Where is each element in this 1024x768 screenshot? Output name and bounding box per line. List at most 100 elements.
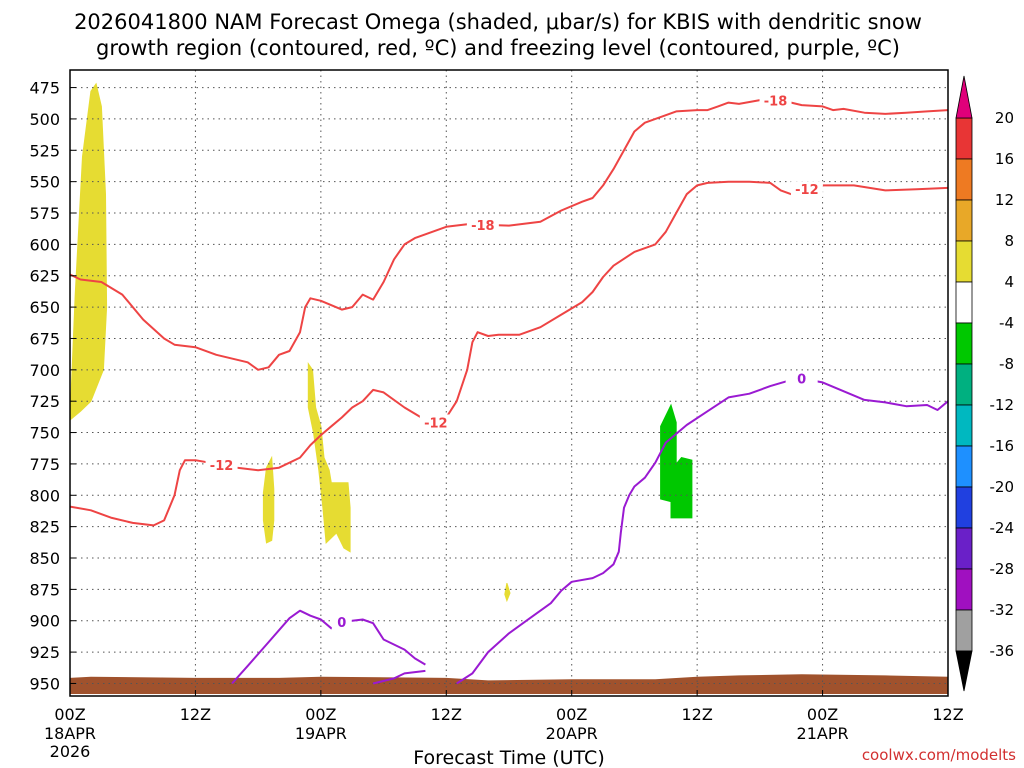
terrain-fill (69, 674, 949, 694)
colorbar-bin-2 (955, 199, 973, 242)
y-tick-label-750: 750 (29, 424, 60, 443)
x-tick-label-48: 00Z (556, 705, 587, 724)
colorbar-label-5: -4 (999, 314, 1014, 332)
shade-omega-plus-4-small (504, 582, 511, 603)
y-tick-label-550: 550 (29, 173, 60, 192)
colorbar-label-3: 8 (1004, 232, 1014, 250)
colorbar-bin-8 (955, 445, 973, 488)
colorbar: 20 16 12 8 4 -4 -8 -12 -16 -20 -24 -28 -32 -36 (955, 75, 1015, 692)
colorbar-under-triangle (955, 650, 973, 692)
y-tick-label-775: 775 (29, 455, 60, 474)
contour-label-bg-m12b (790, 181, 823, 198)
y-tick-label-850: 850 (29, 549, 60, 568)
colorbar-label-1: 16 (995, 150, 1014, 168)
title-line-1: 2026041800 NAM Forecast Omega (shaded, μ… (74, 10, 922, 34)
contour-label-bg-0 (466, 216, 499, 233)
y-tick-label-475: 475 (29, 79, 60, 98)
contour-freezing-level-4 (456, 377, 949, 685)
colorbar-bin-3 (955, 240, 973, 283)
y-tick-label-925: 925 (29, 643, 60, 662)
colorbar-label-8: -16 (990, 437, 1015, 455)
contour-dendritic-snow-growth-0 (69, 99, 949, 371)
y-tick-label-875: 875 (29, 580, 60, 599)
omega-shading (69, 82, 693, 603)
y-tick-label-525: 525 (29, 141, 60, 160)
contour-label-bg-1 (419, 414, 452, 431)
colorbar-bin-5 (955, 322, 973, 365)
shade-omega-plus-4-b (307, 361, 351, 553)
contour-freezing-level-3 (372, 669, 426, 685)
colorbar-bin-9 (955, 486, 973, 529)
contour-label-1: -12 (424, 417, 448, 432)
y-tick-label-725: 725 (29, 392, 60, 411)
contour-labels: -18 -12 0 -12 -12 -18 0 (205, 92, 823, 631)
x-tick-label-36: 12Z (431, 705, 462, 724)
x-tick-date-72: 21APR (797, 724, 849, 743)
credit-text: coolwx.com/modelts (862, 746, 1016, 764)
colorbar-label-2: 12 (995, 191, 1014, 209)
y-tick-label-900: 900 (29, 612, 60, 631)
x-tick-date-48: 20APR (546, 724, 598, 743)
colorbar-over-triangle (955, 75, 973, 119)
colorbar-label-4: 4 (1004, 273, 1014, 291)
contour-label-bg-0a (331, 613, 352, 630)
x-tick-label-24: 00Z (305, 705, 336, 724)
x-tick-date-24: 19APR (295, 724, 347, 743)
x-tick-label-60: 12Z (681, 705, 712, 724)
colorbar-bin-10 (955, 527, 973, 570)
y-tick-label-575: 575 (29, 204, 60, 223)
x-tick-label-0: 00Z (54, 705, 85, 724)
y-tick-label-800: 800 (29, 486, 60, 505)
colorbar-label-11: -28 (990, 560, 1015, 578)
y-axis: 475 500 525 550 575 600 625 650 675 700 725 750 775 8… (29, 79, 76, 693)
contour-freezing-level-2 (231, 609, 426, 685)
contour-dendritic-snow-growth-1 (69, 180, 949, 527)
contour-label-m18b: -18 (764, 95, 788, 110)
y-tick-label-625: 625 (29, 267, 60, 286)
colorbar-bin-7 (955, 404, 973, 447)
x-tick-year-0: 2026 (50, 742, 91, 761)
colorbar-label-7: -12 (990, 396, 1015, 414)
contour-label-bg-m12a (205, 456, 238, 473)
colorbar-bin-6 (955, 363, 973, 406)
shade-omega-minus-4 (660, 403, 693, 519)
colorbar-bin-11 (955, 568, 973, 611)
colorbar-label-12: -32 (990, 601, 1015, 619)
colorbar-bin-0 (955, 117, 973, 160)
x-axis-title: Forecast Time (UTC) (413, 747, 604, 768)
shade-omega-plus-4-a (262, 455, 275, 544)
colorbar-label-6: -8 (999, 355, 1014, 373)
y-tick-label-600: 600 (29, 235, 60, 254)
x-tick-label-72: 00Z (807, 705, 838, 724)
grid-lines (70, 70, 948, 696)
y-tick-label-950: 950 (29, 674, 60, 693)
y-tick-label-825: 825 (29, 518, 60, 537)
colorbar-bin-1 (955, 158, 973, 201)
x-tick-date-0: 18APR (44, 724, 96, 743)
contour-label-m12b: -12 (795, 183, 819, 198)
contour-label-m12a: -12 (210, 459, 234, 474)
plot-frame (69, 69, 949, 697)
y-tick-label-500: 500 (29, 110, 60, 129)
contour-label-4: 0 (797, 373, 806, 388)
colorbar-bin-12 (955, 609, 973, 652)
y-tick-label-675: 675 (29, 329, 60, 348)
colorbar-label-9: -20 (990, 478, 1015, 496)
colorbar-label-0: 20 (995, 109, 1014, 127)
colorbar-label-13: -36 (990, 642, 1015, 660)
contour-label-0: -18 (471, 219, 495, 234)
x-tick-label-12: 12Z (180, 705, 211, 724)
contour-label-bg-m18b (759, 92, 792, 109)
colorbar-label-10: -24 (990, 519, 1015, 537)
y-tick-label-700: 700 (29, 361, 60, 380)
contour-label-0a: 0 (337, 616, 346, 631)
colorbar-bin-4 (955, 281, 973, 324)
y-tick-label-650: 650 (29, 298, 60, 317)
plot-area: -18 -12 0 -12 -12 -18 0 (69, 69, 949, 697)
terrain-layer (69, 674, 949, 694)
x-tick-label-84: 12Z (932, 705, 963, 724)
title-line-2: growth region (contoured, red, ºC) and f… (96, 36, 900, 60)
contour-label-bg-4 (785, 370, 818, 387)
